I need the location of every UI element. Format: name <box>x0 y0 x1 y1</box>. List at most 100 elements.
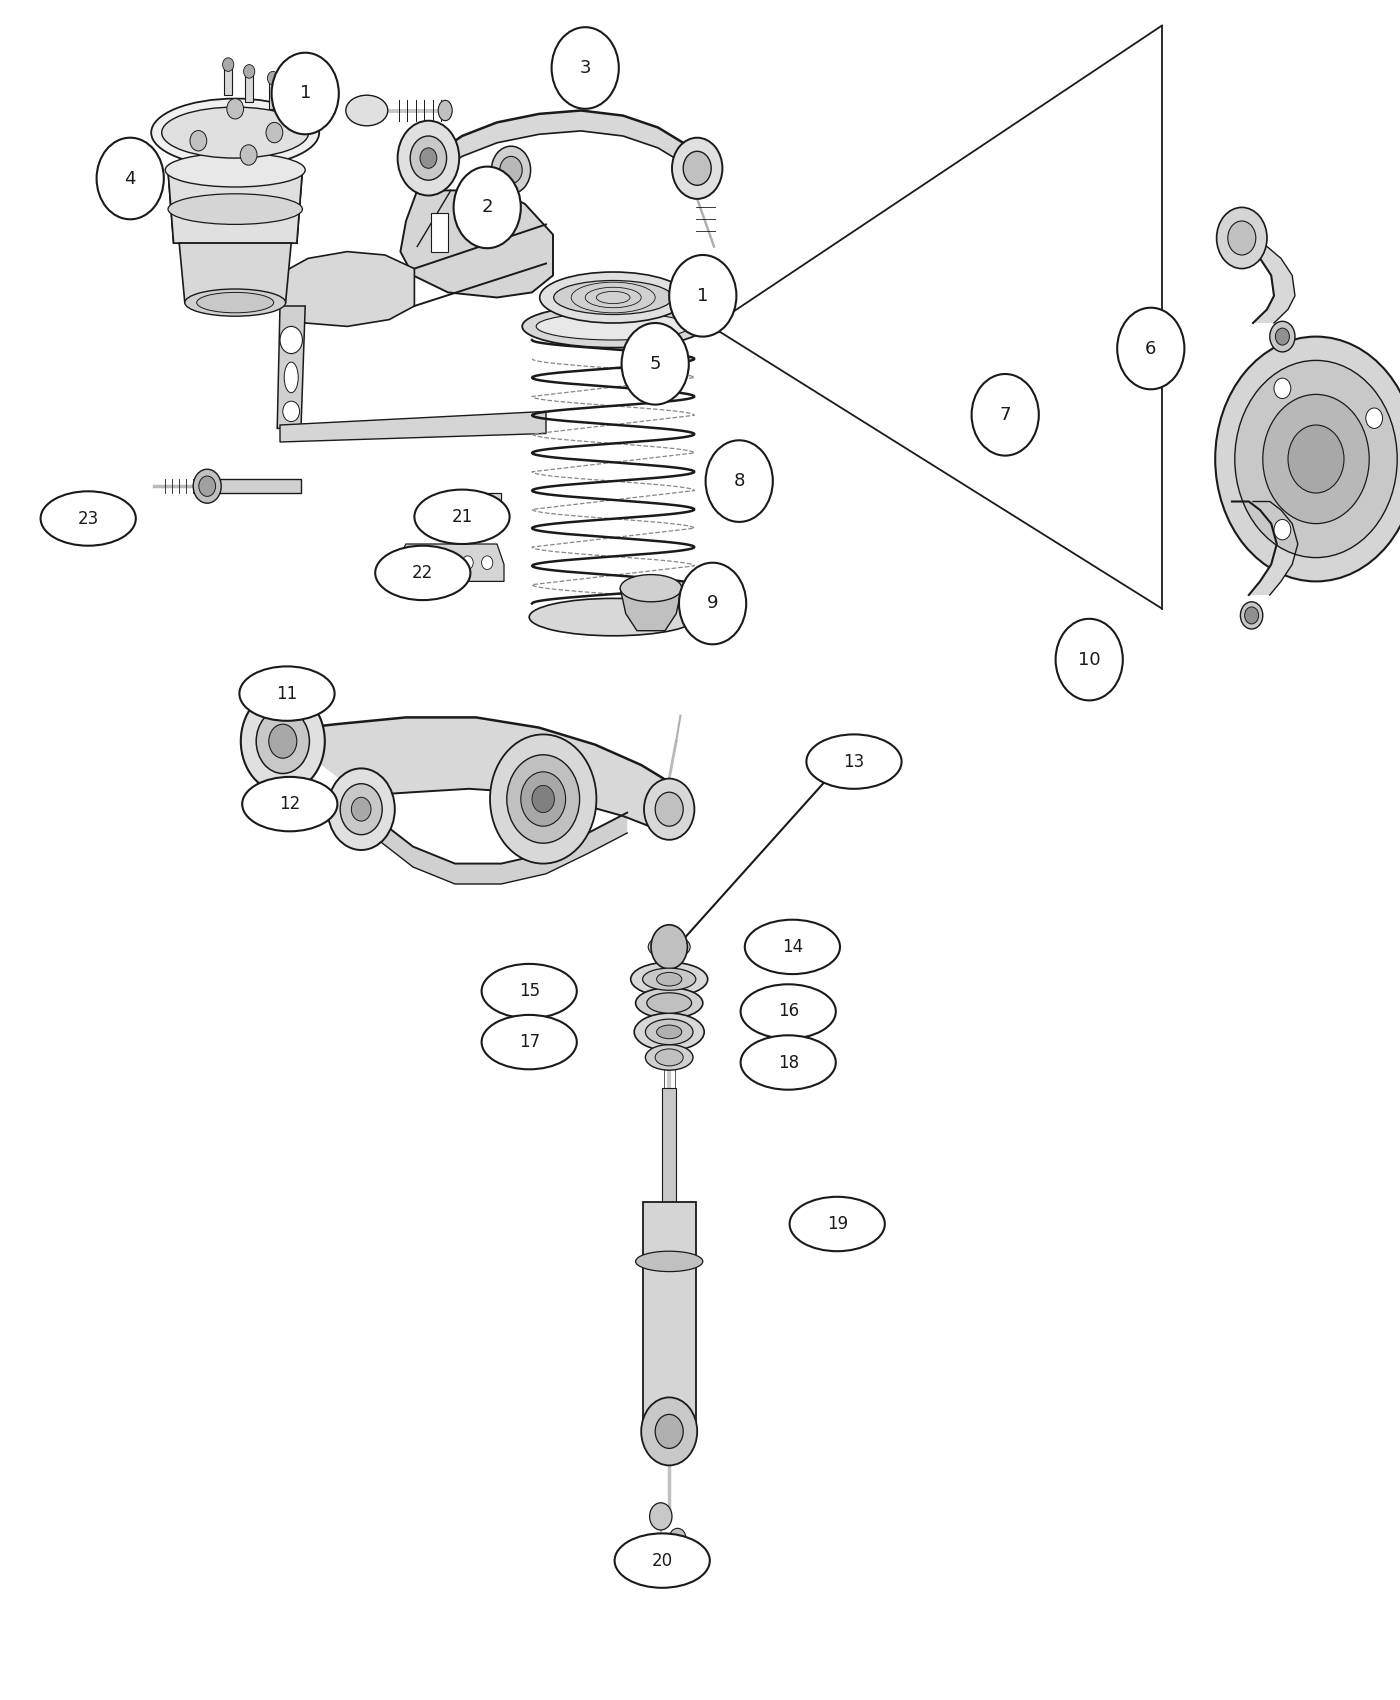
Text: 13: 13 <box>843 753 865 770</box>
Polygon shape <box>179 243 291 303</box>
Text: 8: 8 <box>734 473 745 490</box>
Circle shape <box>532 785 554 813</box>
Circle shape <box>417 556 428 570</box>
Circle shape <box>241 690 325 792</box>
Circle shape <box>507 755 580 843</box>
Circle shape <box>706 440 773 522</box>
Ellipse shape <box>645 1020 693 1044</box>
Circle shape <box>1245 607 1259 624</box>
Polygon shape <box>196 479 301 493</box>
Circle shape <box>491 146 531 194</box>
Circle shape <box>266 122 283 143</box>
Ellipse shape <box>657 972 682 986</box>
Circle shape <box>283 401 300 422</box>
Polygon shape <box>277 252 414 326</box>
Ellipse shape <box>165 153 305 187</box>
Ellipse shape <box>168 194 302 224</box>
Ellipse shape <box>284 362 298 393</box>
Ellipse shape <box>438 100 452 121</box>
Circle shape <box>193 469 221 503</box>
Text: 20: 20 <box>651 1552 673 1569</box>
Circle shape <box>1274 377 1291 398</box>
Circle shape <box>351 797 371 821</box>
Polygon shape <box>1232 241 1295 323</box>
Text: 16: 16 <box>777 1003 799 1020</box>
Text: 21: 21 <box>451 508 473 525</box>
Polygon shape <box>643 1202 696 1431</box>
Circle shape <box>500 156 522 184</box>
Ellipse shape <box>806 734 902 789</box>
Polygon shape <box>395 544 504 581</box>
Bar <box>245 71 253 102</box>
Circle shape <box>477 223 497 246</box>
Circle shape <box>482 556 493 570</box>
Ellipse shape <box>636 988 703 1018</box>
Polygon shape <box>620 588 682 631</box>
Circle shape <box>972 374 1039 456</box>
Polygon shape <box>1232 502 1298 595</box>
Text: 10: 10 <box>1078 651 1100 668</box>
Ellipse shape <box>636 1251 703 1272</box>
Ellipse shape <box>741 984 836 1039</box>
Polygon shape <box>431 212 448 252</box>
Text: 12: 12 <box>279 796 301 813</box>
Circle shape <box>622 323 689 405</box>
Circle shape <box>641 1397 697 1465</box>
Circle shape <box>272 53 339 134</box>
Circle shape <box>1288 425 1344 493</box>
Ellipse shape <box>634 1013 704 1051</box>
Text: 4: 4 <box>125 170 136 187</box>
Circle shape <box>552 27 619 109</box>
Circle shape <box>227 99 244 119</box>
Text: 7: 7 <box>1000 406 1011 423</box>
Circle shape <box>490 734 596 864</box>
Ellipse shape <box>648 935 690 959</box>
Ellipse shape <box>657 1025 682 1039</box>
Circle shape <box>679 563 746 644</box>
Circle shape <box>669 1528 686 1549</box>
Ellipse shape <box>482 1015 577 1069</box>
Ellipse shape <box>375 546 470 600</box>
Ellipse shape <box>185 289 286 316</box>
Ellipse shape <box>196 292 274 313</box>
Ellipse shape <box>346 95 388 126</box>
Circle shape <box>473 496 484 510</box>
Ellipse shape <box>239 666 335 721</box>
Polygon shape <box>168 170 302 243</box>
Ellipse shape <box>647 993 692 1013</box>
Circle shape <box>267 71 279 85</box>
Polygon shape <box>361 796 627 884</box>
Ellipse shape <box>643 969 696 989</box>
Ellipse shape <box>242 777 337 831</box>
Circle shape <box>244 65 255 78</box>
Circle shape <box>1275 328 1289 345</box>
Circle shape <box>651 925 687 969</box>
Circle shape <box>223 58 234 71</box>
Text: 17: 17 <box>518 1034 540 1051</box>
Circle shape <box>454 167 521 248</box>
Bar <box>662 1088 676 1261</box>
Text: 14: 14 <box>781 938 804 955</box>
Circle shape <box>452 491 472 515</box>
Text: 3: 3 <box>580 60 591 76</box>
Circle shape <box>1263 394 1369 524</box>
Circle shape <box>669 255 736 337</box>
Text: 5: 5 <box>650 355 661 372</box>
Circle shape <box>1240 602 1263 629</box>
Text: 15: 15 <box>518 983 540 1000</box>
Text: 11: 11 <box>276 685 298 702</box>
Ellipse shape <box>630 962 707 996</box>
Ellipse shape <box>522 306 704 348</box>
Circle shape <box>440 556 451 570</box>
Bar <box>224 65 232 95</box>
Text: 6: 6 <box>1145 340 1156 357</box>
Circle shape <box>340 784 382 835</box>
Ellipse shape <box>741 1035 836 1090</box>
Ellipse shape <box>529 598 697 636</box>
Circle shape <box>1117 308 1184 389</box>
Circle shape <box>328 768 395 850</box>
Text: 1: 1 <box>300 85 311 102</box>
Ellipse shape <box>162 107 309 158</box>
Ellipse shape <box>41 491 136 546</box>
Circle shape <box>97 138 164 219</box>
